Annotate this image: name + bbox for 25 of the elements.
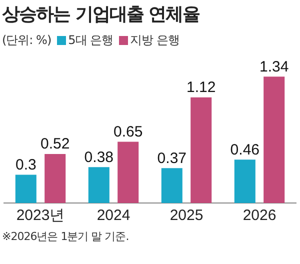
x-tick-label: 2024 <box>96 207 130 224</box>
data-label: 1.12 <box>186 79 216 96</box>
bar <box>44 154 66 203</box>
data-label: 0.46 <box>230 141 260 158</box>
bar <box>190 97 212 203</box>
data-label: 0.37 <box>157 150 186 167</box>
text: ※2026년은 1분기 말 기준. <box>2 229 130 244</box>
x-tick-label: 2025 <box>170 207 204 224</box>
data-label: 0.3 <box>15 156 36 174</box>
data-label: 1.34 <box>260 58 289 76</box>
data-label: 0.65 <box>114 123 143 140</box>
bar <box>88 167 110 203</box>
legend-label: 5대 은행 <box>67 32 114 49</box>
legend-label: 지방 은행 <box>129 32 180 49</box>
x-tick-label: 2023년 <box>16 207 65 224</box>
chart-subtitle: (단위: %) <box>2 32 52 49</box>
x-tick-label: 2026 <box>242 207 276 224</box>
data-label: 0.38 <box>84 148 114 166</box>
chart-title: 상승하는 기업대출 연체율 <box>2 3 201 26</box>
data-label: 0.52 <box>40 136 70 153</box>
bar <box>264 76 285 203</box>
bar <box>118 142 139 203</box>
bar <box>161 168 182 203</box>
bar <box>234 160 256 203</box>
bar <box>15 174 36 203</box>
